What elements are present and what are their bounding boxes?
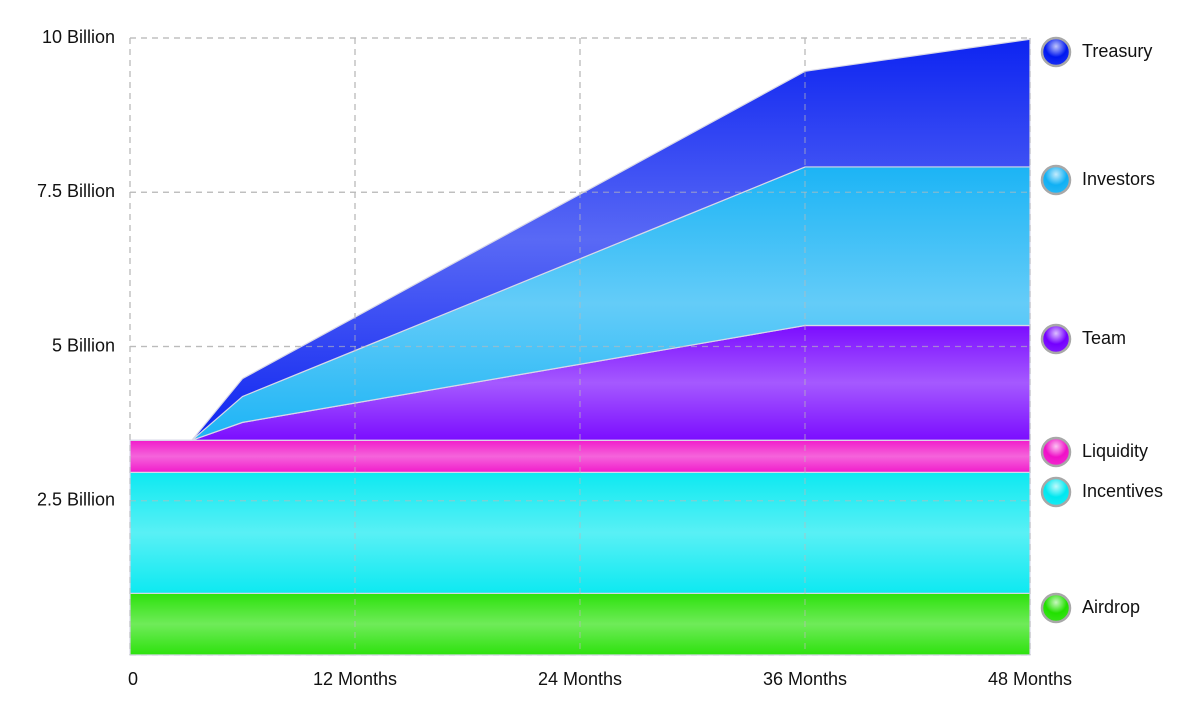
legend-label: Investors xyxy=(1082,169,1155,189)
legend-marker xyxy=(1040,436,1072,468)
x-tick-label: 36 Months xyxy=(763,669,847,689)
y-tick-label: 7.5 Billion xyxy=(37,181,115,201)
y-tick-label: 10 Billion xyxy=(42,27,115,47)
legend-marker xyxy=(1040,323,1072,355)
legend-marker xyxy=(1040,164,1072,196)
y-tick-label: 2.5 Billion xyxy=(37,490,115,510)
x-tick-label: 12 Months xyxy=(313,669,397,689)
legend-label: Treasury xyxy=(1082,41,1152,61)
legend-marker xyxy=(1040,476,1072,508)
x-tick-label: 0 xyxy=(128,669,138,689)
legend-marker xyxy=(1040,36,1072,68)
y-tick-label: 5 Billion xyxy=(52,335,115,355)
legend-label: Team xyxy=(1082,328,1126,348)
legend-label: Liquidity xyxy=(1082,441,1148,461)
legend-label: Incentives xyxy=(1082,481,1163,501)
legend-marker xyxy=(1040,592,1072,624)
x-tick-label: 48 Months xyxy=(988,669,1072,689)
legend-label: Airdrop xyxy=(1082,597,1140,617)
x-tick-label: 24 Months xyxy=(538,669,622,689)
